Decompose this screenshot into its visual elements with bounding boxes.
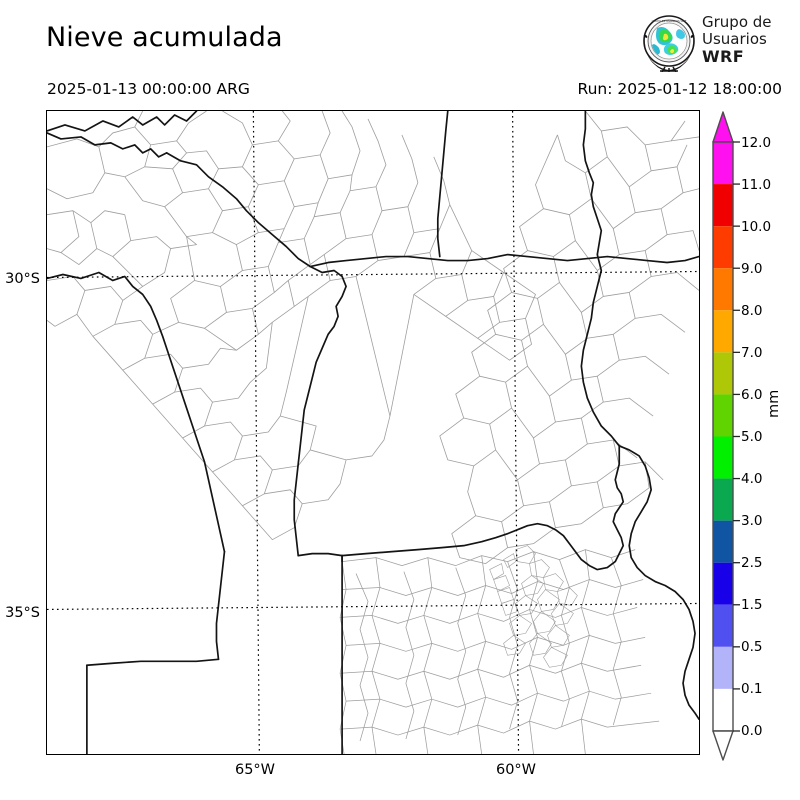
logo-line-3: WRF <box>702 47 745 66</box>
map-canvas <box>47 111 699 754</box>
colorbar-band-3-4 <box>713 478 733 521</box>
cb-label-7: 7.0 <box>741 345 763 361</box>
colorbar-band-6-7 <box>713 352 733 395</box>
cb-label-05: 0.5 <box>741 639 763 655</box>
colorbar-unit-label: mm <box>766 389 782 418</box>
run-time-label: Run: 2025-01-12 18:00:00 <box>577 80 783 98</box>
colorbar-over-arrow <box>712 111 734 143</box>
graticule-lon-60w <box>511 111 520 754</box>
logo-line-2: Usuarios <box>702 30 767 48</box>
colorbar-band-01-05 <box>713 646 733 689</box>
colorbar-band-15-25 <box>713 562 733 605</box>
page-title: Nieve acumulada <box>46 22 283 53</box>
department-boundaries <box>47 111 536 541</box>
colorbar-under-arrow <box>712 730 734 761</box>
colorbar-band-4-5 <box>713 436 733 479</box>
graticule <box>47 111 699 754</box>
cb-label-5: 5.0 <box>741 429 763 445</box>
cb-label-8: 8.0 <box>741 303 763 319</box>
colorbar-band-5-6 <box>713 394 733 437</box>
metro-boundaries <box>489 545 578 668</box>
graticule-lat-30s <box>47 270 699 279</box>
colorbar-band-7-8 <box>713 310 733 353</box>
cb-label-01: 0.1 <box>741 681 763 697</box>
colorbar-graphic <box>712 111 740 761</box>
valid-time-label: 2025-01-13 00:00:00 ARG <box>47 80 250 98</box>
lat-label-35s: 35°S <box>5 605 40 621</box>
logo-block: GRUPO DE USUARIOS WRF Grupo de Usuarios … <box>641 14 796 76</box>
cb-label-10: 10.0 <box>741 219 772 235</box>
colorbar-ticks <box>733 141 740 732</box>
graticule-lat-35s <box>47 602 699 611</box>
logo-text: Grupo de Usuarios WRF <box>702 13 772 66</box>
colorbar-band-25-3 <box>713 520 733 563</box>
colorbar-band-10-11 <box>713 184 733 227</box>
lon-label-60w: 60°W <box>495 762 537 778</box>
buenos-aires-partidos <box>339 549 660 754</box>
globe-emblem-icon: GRUPO DE USUARIOS WRF <box>643 15 695 72</box>
cb-label-6: 6.0 <box>741 387 763 403</box>
lat-label-30s: 30°S <box>5 271 40 287</box>
graticule-lon-65w <box>252 111 260 754</box>
svg-text:GRUPO DE USUARIOS WRF: GRUPO DE USUARIOS WRF <box>652 19 687 23</box>
colorbar-band-9-10 <box>713 226 733 269</box>
map-plot-area[interactable] <box>46 110 700 755</box>
colorbar <box>705 108 800 763</box>
cb-label-9: 9.0 <box>741 261 763 277</box>
cb-label-11: 11.0 <box>741 177 772 193</box>
cb-label-15: 1.5 <box>741 597 763 613</box>
cb-label-12: 12.0 <box>741 135 772 151</box>
cb-label-3: 3.0 <box>741 513 763 529</box>
colorbar-band-05-15 <box>713 604 733 647</box>
cb-label-4: 4.0 <box>741 471 763 487</box>
cb-label-25: 2.5 <box>741 555 763 571</box>
colorbar-band-11-12 <box>713 142 733 185</box>
colorbar-band-0-01 <box>713 688 733 731</box>
province-boundaries <box>47 111 699 754</box>
eastern-department-boundaries <box>439 111 699 564</box>
lon-label-65w: 65°W <box>234 762 276 778</box>
logo-line-1: Grupo de <box>702 13 772 31</box>
cb-label-0: 0.0 <box>741 723 763 739</box>
colorbar-band-8-9 <box>713 268 733 311</box>
